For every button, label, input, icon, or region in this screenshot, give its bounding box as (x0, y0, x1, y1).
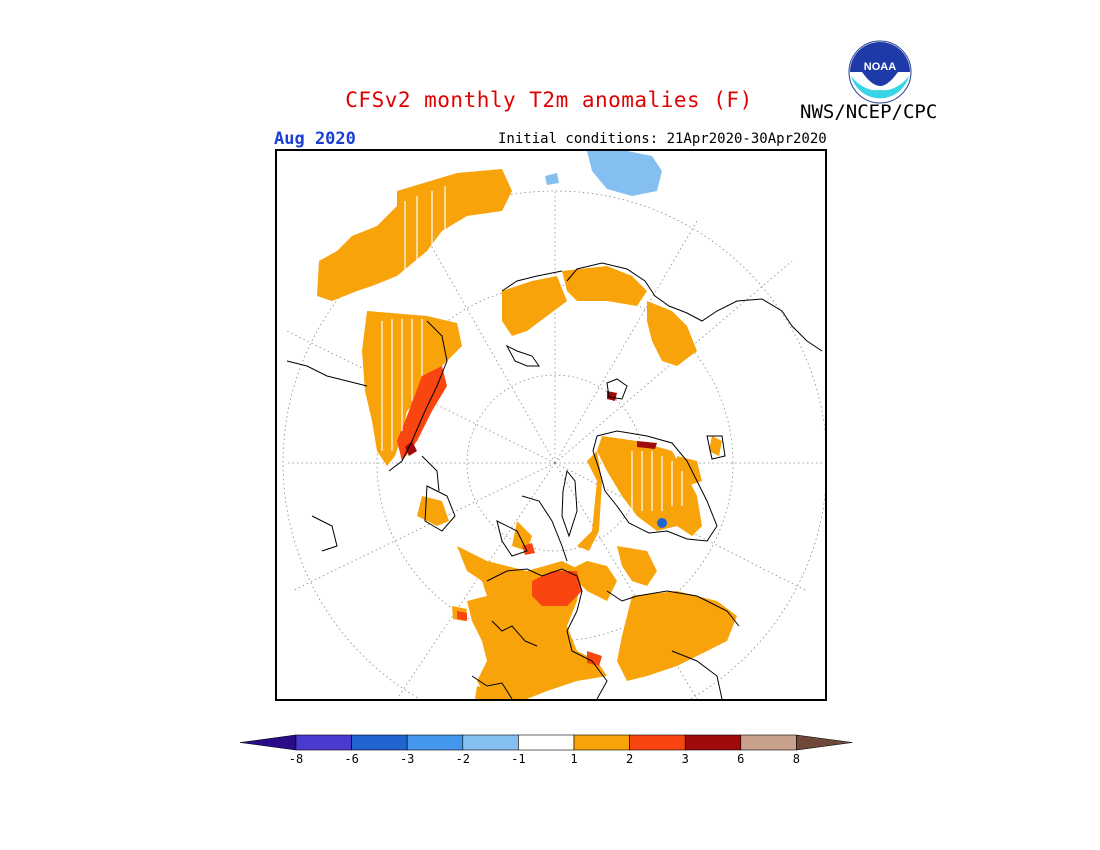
colorbar-tick-label: 1 (570, 752, 578, 766)
colorbar-extend-high (796, 734, 853, 751)
colorbar-swatch (629, 734, 686, 751)
colorbar-swatch (406, 734, 464, 751)
map-panel (275, 149, 827, 701)
chart-title: CFSv2 monthly T2m anomalies (F) (345, 88, 753, 112)
colorbar-swatch (573, 734, 630, 751)
colorbar-swatch (740, 734, 797, 751)
anomaly-regions-red (397, 366, 602, 666)
colorbar-tick-label: 3 (681, 752, 689, 766)
initial-conditions: Initial conditions: 21Apr2020-30Apr2020 (498, 131, 827, 147)
forecast-period: Aug 2020 (274, 129, 356, 149)
colorbar-tick-label: 8 (792, 752, 801, 766)
colorbar (240, 734, 853, 751)
colorbar-extend-low (240, 734, 297, 751)
polar-map (282, 151, 825, 699)
colorbar-tick-label: -1 (511, 752, 526, 766)
anomaly-regions-lightblue (545, 151, 662, 196)
coastlines (286, 262, 823, 699)
colorbar-swatch (684, 734, 742, 751)
colorbar-swatch (351, 734, 408, 751)
colorbar-swatch (462, 734, 519, 751)
colorbar-tick-label: -3 (399, 752, 415, 766)
noaa-logo-text: NOAA (864, 61, 896, 73)
anomaly-regions-orange (317, 169, 737, 699)
colorbar-tick-label: 2 (625, 752, 634, 766)
agency-label: NWS/NCEP/CPC (800, 101, 938, 123)
colorbar-swatch (518, 734, 575, 751)
colorbar-tick-label: -6 (344, 752, 359, 766)
noaa-logo: NOAA (848, 40, 912, 104)
colorbar-tick-label: 6 (737, 752, 745, 766)
colorbar-tick-label: -8 (288, 752, 304, 766)
anomaly-regions-darkred (405, 391, 657, 456)
anomaly-regions-blue (657, 518, 667, 528)
colorbar-swatch (295, 734, 352, 751)
stipple-lines (381, 186, 683, 511)
colorbar-tick-label: -2 (455, 752, 471, 766)
